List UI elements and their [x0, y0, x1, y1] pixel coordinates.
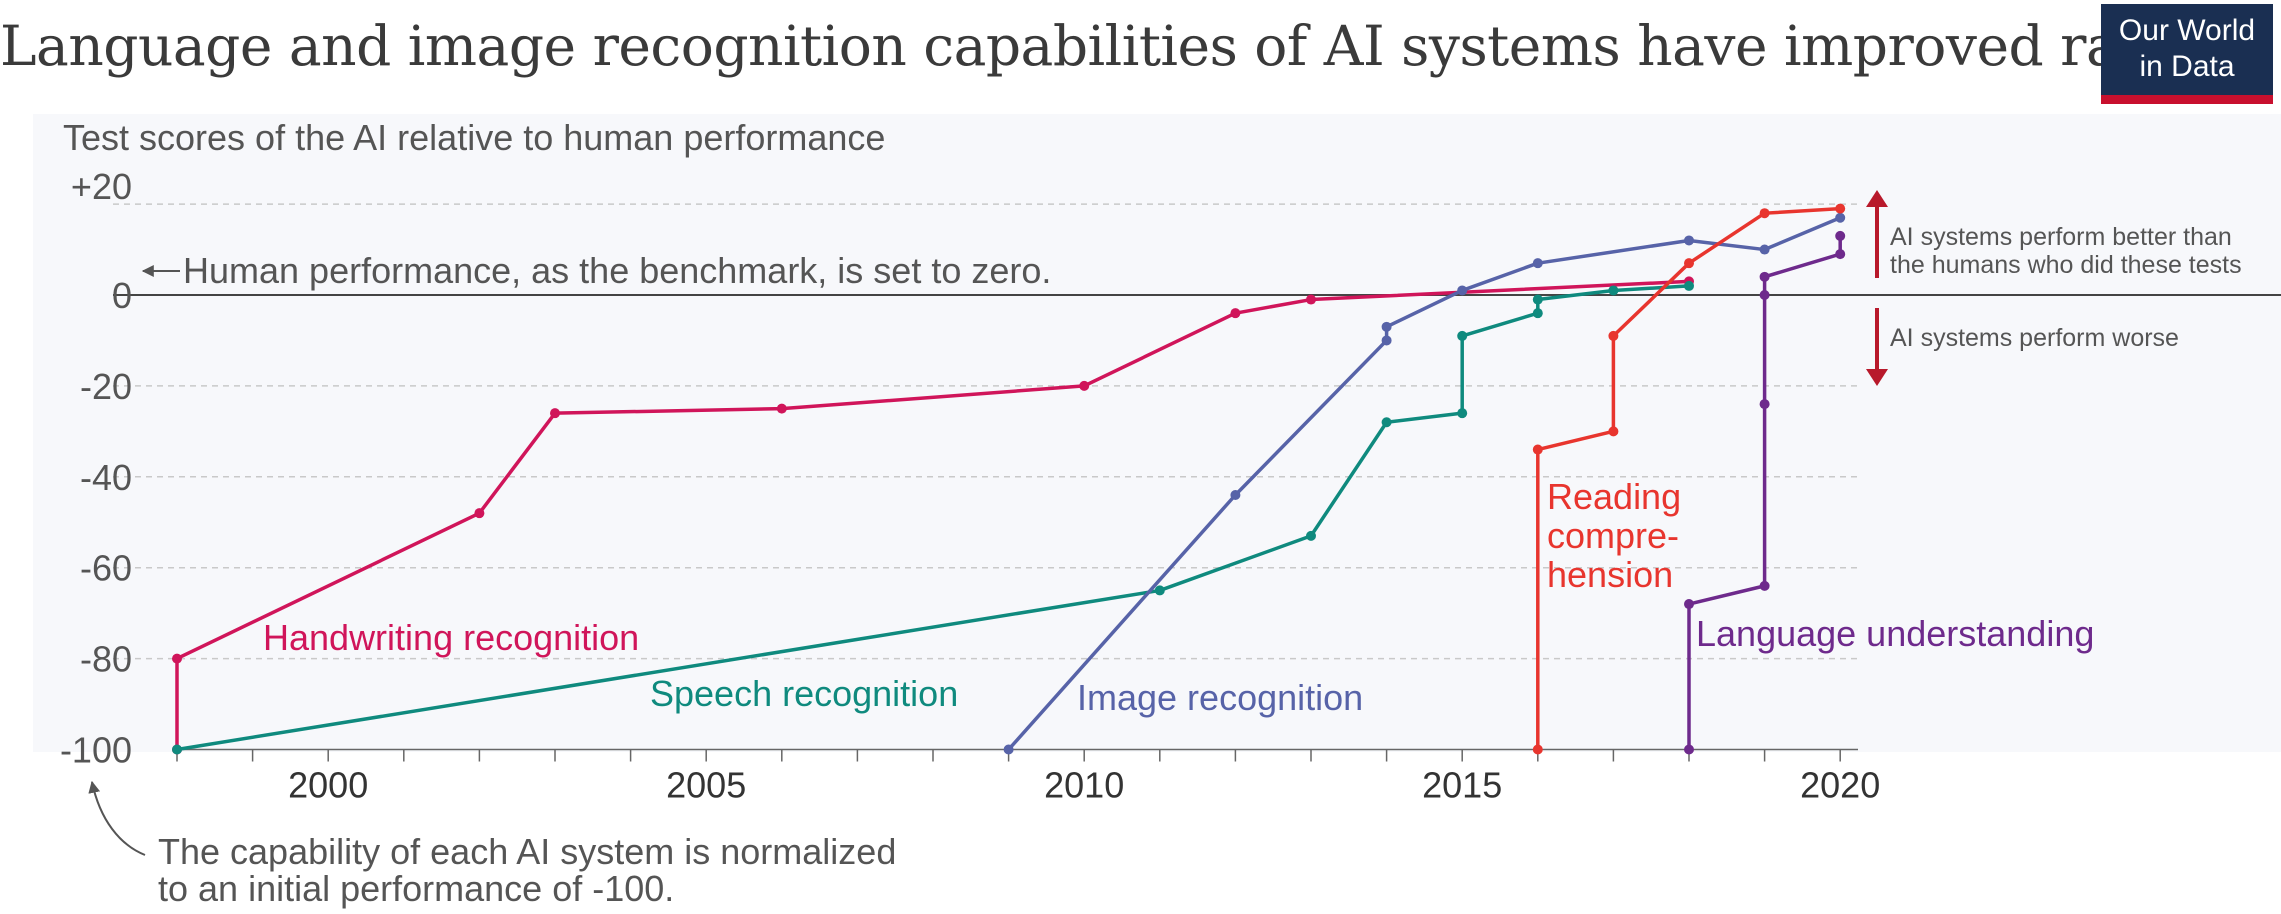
- data-point: [1532, 444, 1543, 455]
- data-point: [1684, 599, 1694, 610]
- x-tick-label: 2020: [1800, 765, 1880, 806]
- data-point: [1306, 294, 1316, 305]
- series-label: Language understanding: [1696, 613, 2094, 654]
- series-3: [1532, 203, 1846, 755]
- data-point: [1759, 399, 1770, 410]
- gridlines: [113, 203, 2281, 660]
- x-tick-label: 2000: [288, 765, 368, 806]
- data-point: [1759, 290, 1770, 300]
- data-point: [1759, 271, 1770, 282]
- normalized-note-line-2: to an initial performance of -100.: [158, 868, 674, 909]
- data-point: [1759, 580, 1770, 591]
- x-tick-label: 2005: [666, 765, 746, 806]
- data-point: [1835, 212, 1846, 223]
- y-tick-label: -40: [80, 457, 132, 498]
- normalized-note-arrow: [88, 780, 146, 856]
- y-tick-label: -20: [80, 366, 132, 407]
- x-tick-label: 2010: [1044, 765, 1124, 806]
- worse-indicator: [1866, 308, 1888, 386]
- plot-background: [33, 114, 2281, 752]
- series-label-line: Handwriting recognition: [263, 617, 639, 658]
- series-layer: [172, 203, 1846, 755]
- series-label-line: Language understanding: [1696, 613, 2094, 654]
- y-tick-label: +20: [71, 166, 132, 207]
- data-point: [172, 744, 182, 755]
- data-point: [1306, 530, 1316, 541]
- logo-line-2: in Data: [2139, 50, 2235, 83]
- zero-benchmark-note: Human performance, as the benchmark, is …: [183, 250, 1051, 291]
- series-label-line: Reading: [1547, 476, 1681, 517]
- data-point: [1003, 744, 1014, 755]
- data-point: [1608, 285, 1619, 296]
- data-point: [1154, 585, 1165, 596]
- data-point: [1835, 203, 1846, 214]
- data-point: [1684, 280, 1694, 291]
- data-point: [1381, 417, 1392, 428]
- series-label: Speech recognition: [650, 673, 958, 714]
- y-tick-label: 0: [112, 275, 132, 316]
- data-point: [1230, 308, 1241, 319]
- data-point: [1381, 335, 1392, 346]
- x-axis: 2000 2005 2010 2015 2020: [176, 748, 1880, 806]
- series-label: Image recognition: [1077, 677, 1363, 718]
- data-point: [1684, 235, 1694, 246]
- data-point: [1532, 744, 1543, 755]
- data-point: [1532, 294, 1543, 305]
- data-point: [1532, 258, 1543, 269]
- data-point: [172, 653, 182, 664]
- series-label-line: Image recognition: [1077, 677, 1363, 718]
- data-point: [1532, 308, 1543, 319]
- series-0: [172, 276, 1694, 755]
- y-tick-label: -80: [80, 639, 132, 680]
- series-2: [1003, 212, 1846, 755]
- series-labels: Handwriting recognition Speech recognitio…: [263, 476, 2094, 718]
- data-point: [1835, 249, 1846, 260]
- logo-line-1: Our World: [2118, 14, 2256, 47]
- owid-logo[interactable]: Our World in Data: [2101, 4, 2273, 104]
- data-point: [1457, 330, 1468, 341]
- better-indicator: [1866, 190, 1888, 278]
- y-axis-ticks: +20 0 -20 -40 -60 -80 -100: [60, 166, 132, 770]
- data-point: [1608, 426, 1619, 437]
- data-point: [474, 508, 485, 519]
- x-tick-label: 2015: [1422, 765, 1502, 806]
- data-point: [1608, 330, 1619, 341]
- series-label-line: Speech recognition: [650, 673, 958, 714]
- data-point: [1079, 380, 1090, 391]
- series-4: [1684, 230, 1846, 755]
- data-point: [1457, 408, 1468, 419]
- series-label: Reading compre-hension: [1547, 476, 1681, 595]
- y-axis-subtitle: Test scores of the AI relative to human …: [63, 117, 885, 158]
- data-point: [1381, 321, 1392, 332]
- data-point: [1684, 258, 1694, 269]
- better-note-line-1: AI systems perform better than: [1890, 223, 2232, 251]
- data-point: [1759, 208, 1770, 219]
- worse-note: AI systems perform worse: [1890, 324, 2179, 352]
- data-point: [1230, 489, 1241, 500]
- chart-title: Language and image recognition capabilit…: [0, 14, 2253, 78]
- data-point: [776, 403, 787, 414]
- data-point: [1457, 285, 1468, 296]
- data-point: [550, 408, 560, 419]
- series-label-line: compre-: [1547, 515, 1679, 556]
- series-label-line: hension: [1547, 554, 1673, 595]
- series-line: [176, 284, 1690, 752]
- data-point: [1759, 244, 1770, 255]
- series-label: Handwriting recognition: [263, 617, 639, 658]
- y-tick-label: -100: [60, 730, 132, 771]
- normalized-note-line-1: The capability of each AI system is norm…: [158, 831, 896, 872]
- y-tick-label: -60: [80, 548, 132, 589]
- series-1: [172, 280, 1694, 755]
- better-note-line-2: the humans who did these tests: [1890, 251, 2242, 279]
- data-point: [1835, 230, 1846, 241]
- series-line: [1687, 235, 1842, 750]
- data-point: [1684, 744, 1694, 755]
